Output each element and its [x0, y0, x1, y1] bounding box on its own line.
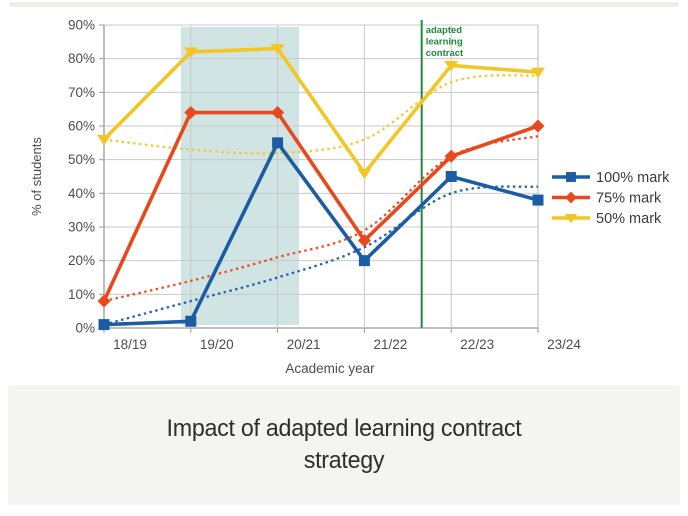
- marker-diamond: [97, 294, 111, 308]
- y-tick-label: 60%: [68, 119, 95, 134]
- top-panel-edge: [9, 2, 679, 7]
- marker-square: [358, 255, 370, 267]
- chart-area: 0% 10% 20% 30% 40% 50% 60% 70% 80% 90% 18/19 19/20 2…: [29, 18, 670, 377]
- marker-diamond: [531, 119, 545, 133]
- y-axis-title: % of students: [29, 137, 44, 216]
- x-tick-label: 21/22: [374, 337, 408, 352]
- x-tick-label: 23/24: [547, 337, 581, 352]
- marker-diamond: [271, 106, 285, 120]
- chart-caption: Impact of adapted learning contract stra…: [166, 415, 522, 474]
- x-axis-title: Academic year: [285, 361, 375, 376]
- y-tick-label: 30%: [68, 220, 95, 235]
- annotation-label: adapted: [426, 25, 463, 36]
- y-tick-label: 70%: [68, 85, 95, 100]
- marker-triangle-down: [531, 67, 545, 79]
- y-tick-label: 50%: [68, 152, 95, 167]
- y-tick-label: 0%: [75, 321, 95, 336]
- marker-square: [532, 194, 544, 206]
- series-line-50--mark: [102, 46, 540, 175]
- y-tick-label: 90%: [68, 18, 95, 33]
- y-tick-label: 80%: [68, 51, 95, 66]
- marker-square: [98, 319, 110, 331]
- y-tick-label: 40%: [68, 186, 95, 201]
- trendline-100--mark: [103, 185, 539, 326]
- marker-triangle-down: [97, 134, 111, 146]
- marker-square: [566, 172, 576, 182]
- marker-triangle-down: [357, 168, 372, 180]
- series-line-75--mark: [102, 110, 540, 303]
- legend-label: 50% mark: [596, 211, 662, 227]
- marker-diamond: [565, 191, 577, 204]
- legend-label: 100% mark: [596, 170, 670, 186]
- x-tick-label: 22/23: [460, 337, 494, 352]
- marker-triangle-down: [183, 47, 198, 58]
- marker-triangle-down: [564, 213, 578, 224]
- trendline-50--mark: [103, 74, 539, 155]
- marker-triangle-down: [444, 60, 459, 72]
- annotation-label: learning: [426, 37, 463, 48]
- annotation-label: contract: [426, 48, 464, 59]
- line-chart: 0% 10% 20% 30% 40% 50% 60% 70% 80% 90% 18/19 19/20 2…: [29, 18, 670, 377]
- marker-diamond: [184, 106, 198, 120]
- marker-diamond: [357, 233, 371, 247]
- marker-square: [272, 137, 284, 149]
- x-tick-label: 20/21: [287, 337, 321, 352]
- y-tick-label: 10%: [68, 287, 95, 302]
- caption-panel: Impact of adapted learning contract stra…: [8, 385, 680, 505]
- marker-square: [185, 315, 197, 327]
- series-line-100--mark: [102, 141, 540, 327]
- x-tick-label: 18/19: [113, 337, 147, 352]
- highlight-region: [180, 27, 300, 325]
- marker-triangle-down: [270, 44, 285, 55]
- legend-label: 75% mark: [596, 191, 662, 207]
- marker-diamond: [444, 149, 458, 163]
- marker-square: [445, 171, 457, 182]
- x-tick-label: 19/20: [200, 337, 234, 352]
- y-tick-label: 20%: [68, 253, 95, 268]
